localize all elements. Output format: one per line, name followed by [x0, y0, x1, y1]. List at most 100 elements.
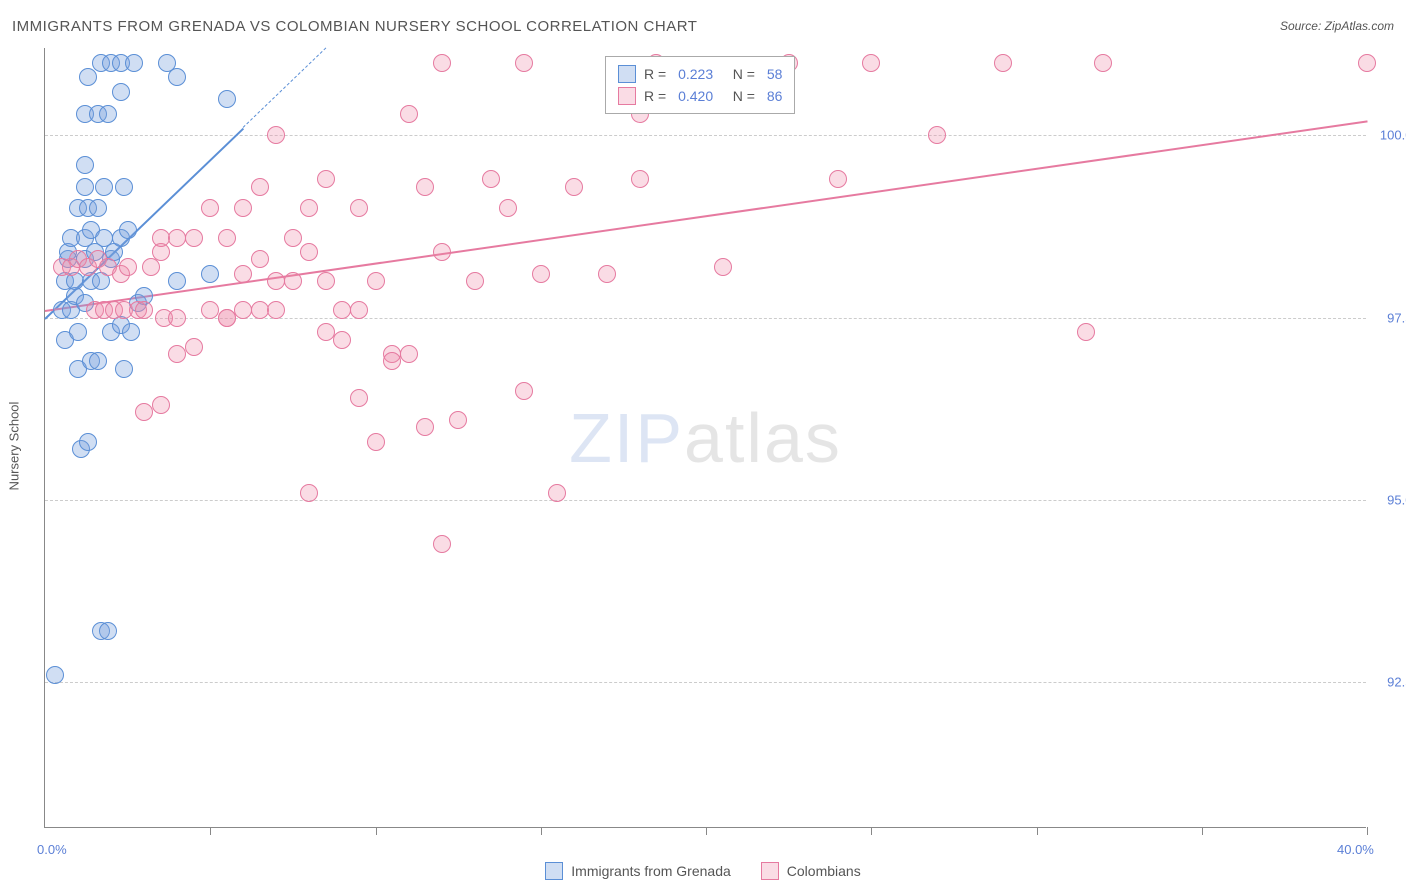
bottom-legend: Immigrants from Grenada Colombians [0, 862, 1406, 880]
x-tick [1037, 827, 1038, 835]
legend-series-label: Immigrants from Grenada [571, 863, 731, 879]
data-point [300, 484, 318, 502]
data-point [284, 272, 302, 290]
data-point [125, 54, 143, 72]
bottom-legend-item: Colombians [761, 862, 861, 880]
data-point [201, 265, 219, 283]
data-point [1077, 323, 1095, 341]
data-point [234, 265, 252, 283]
data-point [201, 301, 219, 319]
data-point [400, 105, 418, 123]
legend-row: R = 0.223 N = 58 [618, 63, 782, 85]
data-point [251, 250, 269, 268]
legend-r-label: R = [644, 66, 670, 82]
chart-header: IMMIGRANTS FROM GRENADA VS COLOMBIAN NUR… [12, 12, 1394, 40]
data-point [158, 54, 176, 72]
gridline-h [45, 500, 1366, 501]
data-point [76, 156, 94, 174]
data-point [95, 229, 113, 247]
data-point [367, 272, 385, 290]
gridline-h [45, 135, 1366, 136]
data-point [515, 382, 533, 400]
data-point [234, 199, 252, 217]
gridline-h [45, 682, 1366, 683]
data-point [383, 352, 401, 370]
data-point [168, 68, 186, 86]
data-point [218, 90, 236, 108]
data-point [433, 54, 451, 72]
data-point [416, 418, 434, 436]
data-point [300, 243, 318, 261]
data-point [115, 178, 133, 196]
trendline [243, 48, 326, 128]
legend-n-label: N = [721, 66, 759, 82]
data-point [317, 323, 335, 341]
bottom-legend-item: Immigrants from Grenada [545, 862, 731, 880]
legend-swatch [618, 87, 636, 105]
x-tick [1202, 827, 1203, 835]
data-point [135, 403, 153, 421]
data-point [135, 301, 153, 319]
data-point [714, 258, 732, 276]
legend-swatch [545, 862, 563, 880]
data-point [251, 178, 269, 196]
data-point [185, 338, 203, 356]
data-point [79, 433, 97, 451]
data-point [69, 323, 87, 341]
data-point [515, 54, 533, 72]
x-tick [210, 827, 211, 835]
data-point [1358, 54, 1376, 72]
legend-series-label: Colombians [787, 863, 861, 879]
plot-area: ZIPatlas 92.5%95.0%97.5%100.0%0.0%40.0%R… [44, 48, 1366, 828]
x-tick [1367, 827, 1368, 835]
data-point [532, 265, 550, 283]
data-point [1094, 54, 1112, 72]
data-point [46, 666, 64, 684]
data-point [350, 389, 368, 407]
data-point [548, 484, 566, 502]
data-point [631, 170, 649, 188]
x-end-label: 0.0% [37, 842, 67, 857]
data-point [267, 126, 285, 144]
legend-row: R = 0.420 N = 86 [618, 85, 782, 107]
legend-n-label: N = [721, 88, 759, 104]
data-point [168, 309, 186, 327]
data-point [449, 411, 467, 429]
data-point [416, 178, 434, 196]
watermark: ZIPatlas [569, 398, 842, 478]
watermark-atlas: atlas [684, 399, 842, 477]
chart-source: Source: ZipAtlas.com [1280, 19, 1394, 33]
data-point [284, 229, 302, 247]
data-point [466, 272, 484, 290]
data-point [95, 178, 113, 196]
x-tick [706, 827, 707, 835]
data-point [76, 178, 94, 196]
x-tick [541, 827, 542, 835]
data-point [829, 170, 847, 188]
legend-r-value: 0.223 [678, 66, 713, 82]
data-point [350, 301, 368, 319]
data-point [168, 229, 186, 247]
data-point [350, 199, 368, 217]
watermark-zip: ZIP [569, 399, 684, 477]
data-point [333, 301, 351, 319]
x-tick [871, 827, 872, 835]
data-point [598, 265, 616, 283]
data-point [251, 301, 269, 319]
data-point [317, 170, 335, 188]
data-point [218, 309, 236, 327]
data-point [115, 360, 133, 378]
data-point [119, 221, 137, 239]
data-point [99, 105, 117, 123]
data-point [152, 229, 170, 247]
data-point [234, 301, 252, 319]
y-tick-label: 92.5% [1372, 675, 1406, 690]
data-point [119, 258, 137, 276]
data-point [565, 178, 583, 196]
data-point [185, 229, 203, 247]
data-point [89, 352, 107, 370]
data-point [994, 54, 1012, 72]
data-point [168, 345, 186, 363]
data-point [499, 199, 517, 217]
y-axis-label: Nursery School [7, 402, 22, 491]
